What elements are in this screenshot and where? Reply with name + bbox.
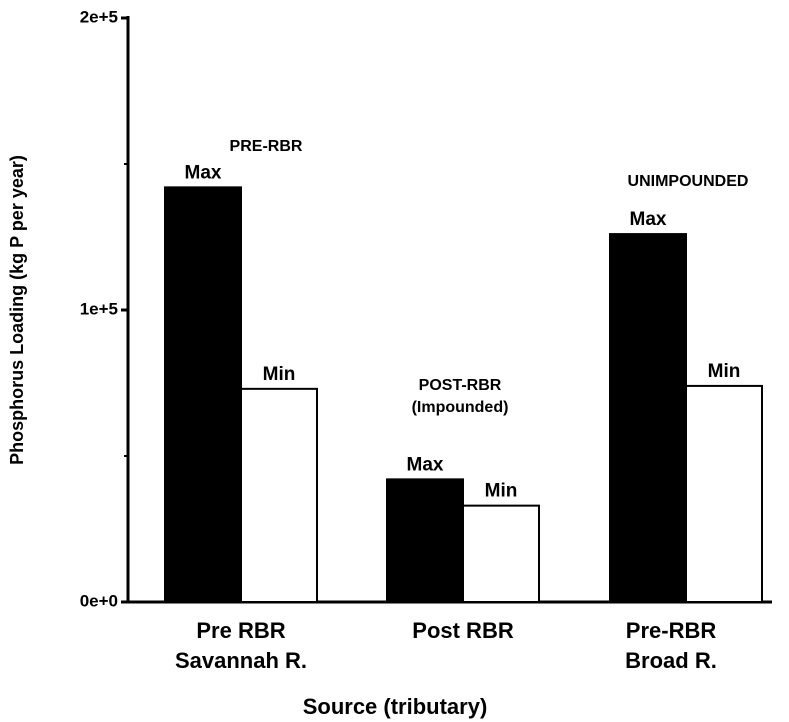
bar (386, 478, 464, 603)
annotation: PRE-RBR (230, 138, 303, 155)
annotation: POST-RBR (419, 377, 502, 394)
y-tick-label: 0e+0 (80, 591, 118, 610)
bar (240, 387, 318, 603)
y-tick-label: 2e+5 (80, 7, 118, 26)
x-tick-label: Pre-RBR (626, 618, 717, 643)
annotation: (Impounded) (412, 399, 509, 416)
bar-label: Max (185, 162, 222, 183)
x-tick-label: Savannah R. (175, 648, 307, 673)
annotation: UNIMPOUNDED (628, 173, 749, 190)
x-tick-label: Broad R. (625, 648, 717, 673)
x-tick-label: Post RBR (412, 618, 514, 643)
bar (462, 504, 540, 604)
bar-label: Min (485, 481, 518, 502)
y-axis-label: Phosphorus Loading (kg P per year) (7, 155, 27, 465)
bar-label: Max (630, 209, 667, 230)
bar (609, 233, 687, 604)
y-tick-label: 1e+5 (80, 299, 118, 318)
bar-label: Min (708, 361, 741, 382)
x-tick-label: Pre RBR (196, 618, 285, 643)
bar (685, 384, 763, 604)
bar-label: Max (407, 454, 444, 475)
x-axis-label: Source (tributary) (303, 694, 488, 719)
bar-label: Min (263, 364, 296, 385)
bar (164, 186, 242, 604)
